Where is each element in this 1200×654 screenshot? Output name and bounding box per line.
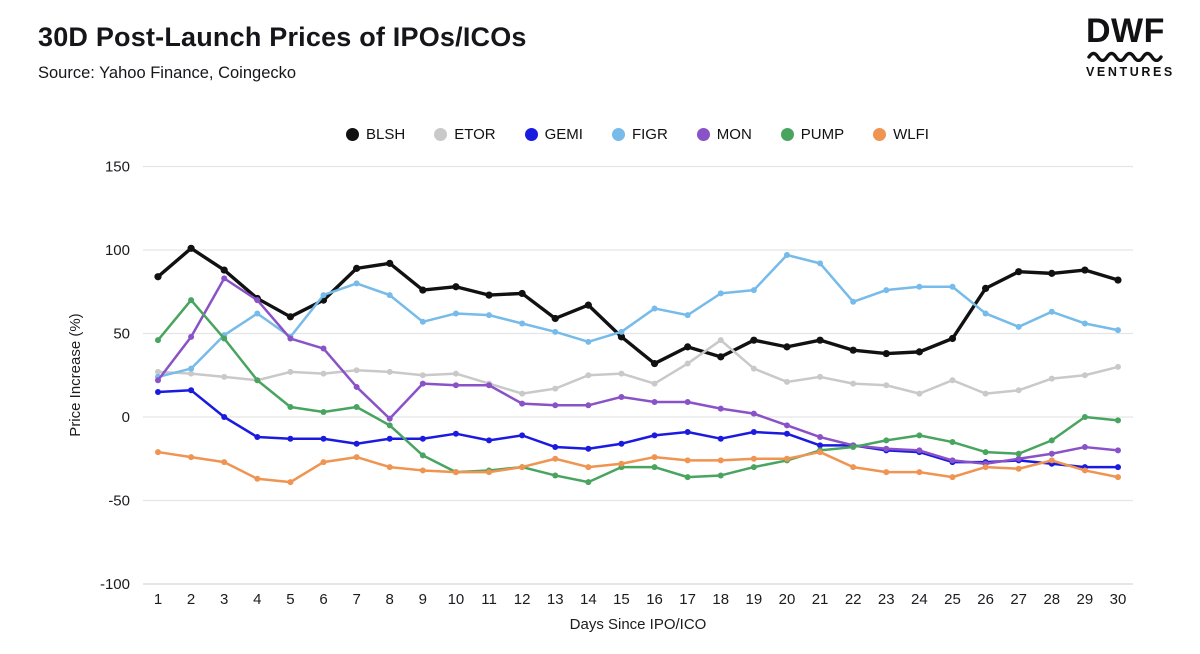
x-tick-22: 22 — [845, 591, 862, 608]
x-tick-17: 17 — [679, 591, 696, 608]
logo-sub-text: VENTURES — [1086, 65, 1175, 79]
y-tick-0: 0 — [122, 409, 130, 426]
x-tick-23: 23 — [878, 591, 895, 608]
legend-label-etor: ETOR — [454, 126, 496, 143]
legend-label-figr: FIGR — [631, 126, 668, 143]
series-FIGR — [155, 252, 1121, 380]
x-tick-2: 2 — [187, 591, 195, 608]
x-tick-6: 6 — [319, 591, 327, 608]
x-tick-8: 8 — [386, 591, 394, 608]
x-tick-4: 4 — [253, 591, 261, 608]
legend-item-wlfi: WLFI — [873, 126, 929, 143]
legend-label-gemi: GEMI — [544, 126, 583, 143]
dwf-ventures-logo: DWF VENTURES — [1086, 12, 1175, 79]
x-tick-26: 26 — [977, 591, 994, 608]
y-tick-100: 100 — [105, 242, 130, 259]
series-line-WLFI — [156, 450, 1120, 484]
series-line-FIGR — [156, 253, 1120, 379]
legend-dot-etor — [434, 128, 448, 141]
x-tick-14: 14 — [580, 591, 597, 608]
legend-dot-gemi — [524, 128, 538, 141]
series-WLFI — [155, 449, 1121, 486]
legend-dot-figr — [611, 128, 625, 141]
series-line-MON — [156, 277, 1120, 466]
legend-item-mon: MON — [696, 126, 752, 143]
x-axis-title: Days Since IPO/ICO — [570, 616, 707, 633]
x-tick-15: 15 — [613, 591, 630, 608]
legend-label-pump: PUMP — [800, 126, 845, 143]
series-ETOR — [155, 337, 1121, 397]
legend-item-blsh: BLSH — [346, 126, 405, 143]
series-line-BLSH — [156, 246, 1120, 366]
x-tick-5: 5 — [286, 591, 294, 608]
series-line-GEMI — [156, 389, 1120, 469]
x-tick-20: 20 — [779, 591, 796, 608]
x-tick-18: 18 — [712, 591, 729, 608]
legend-label-wlfi: WLFI — [893, 126, 929, 143]
y-tick--100: -100 — [100, 576, 130, 593]
x-tick-9: 9 — [419, 591, 427, 608]
legend-label-blsh: BLSH — [366, 126, 406, 143]
chart-legend: BLSH ETOR GEMI FIGR MON PUMP WLFI — [140, 126, 1135, 143]
legend-dot-wlfi — [873, 128, 887, 141]
x-tick-1: 1 — [154, 591, 162, 608]
y-tick-50: 50 — [113, 326, 130, 343]
legend-dot-blsh — [346, 128, 360, 141]
source-caption: Source: Yahoo Finance, Coingecko — [38, 64, 297, 82]
x-tick-25: 25 — [944, 591, 961, 608]
x-tick-10: 10 — [448, 591, 465, 608]
x-tick-3: 3 — [220, 591, 228, 608]
logo-brand-text: DWF — [1086, 12, 1165, 50]
x-tick-29: 29 — [1077, 591, 1094, 608]
x-tick-19: 19 — [746, 591, 763, 608]
legend-item-etor: ETOR — [434, 126, 496, 143]
series-line-ETOR — [156, 338, 1120, 395]
legend-item-pump: PUMP — [780, 126, 845, 143]
x-tick-7: 7 — [352, 591, 360, 608]
x-tick-27: 27 — [1010, 591, 1027, 608]
legend-item-figr: FIGR — [611, 126, 668, 143]
series-line-PUMP — [156, 298, 1120, 484]
x-tick-13: 13 — [547, 591, 564, 608]
x-tick-16: 16 — [646, 591, 663, 608]
x-tick-30: 30 — [1110, 591, 1127, 608]
page-title: 30D Post-Launch Prices of IPOs/ICOs — [38, 22, 527, 52]
y-tick-150: 150 — [105, 159, 130, 176]
y-tick--50: -50 — [108, 493, 130, 510]
y-axis-title: Price Increase (%) — [67, 313, 84, 436]
x-tick-11: 11 — [481, 591, 497, 608]
legend-dot-mon — [696, 128, 710, 141]
x-tick-21: 21 — [812, 591, 829, 608]
x-tick-28: 28 — [1043, 591, 1060, 608]
legend-item-gemi: GEMI — [524, 126, 583, 143]
legend-dot-pump — [780, 128, 794, 141]
legend-label-mon: MON — [716, 126, 752, 143]
x-tick-24: 24 — [911, 591, 928, 608]
series-MON — [155, 275, 1121, 467]
logo-wave-icon — [1087, 51, 1163, 62]
x-tick-12: 12 — [514, 591, 531, 608]
